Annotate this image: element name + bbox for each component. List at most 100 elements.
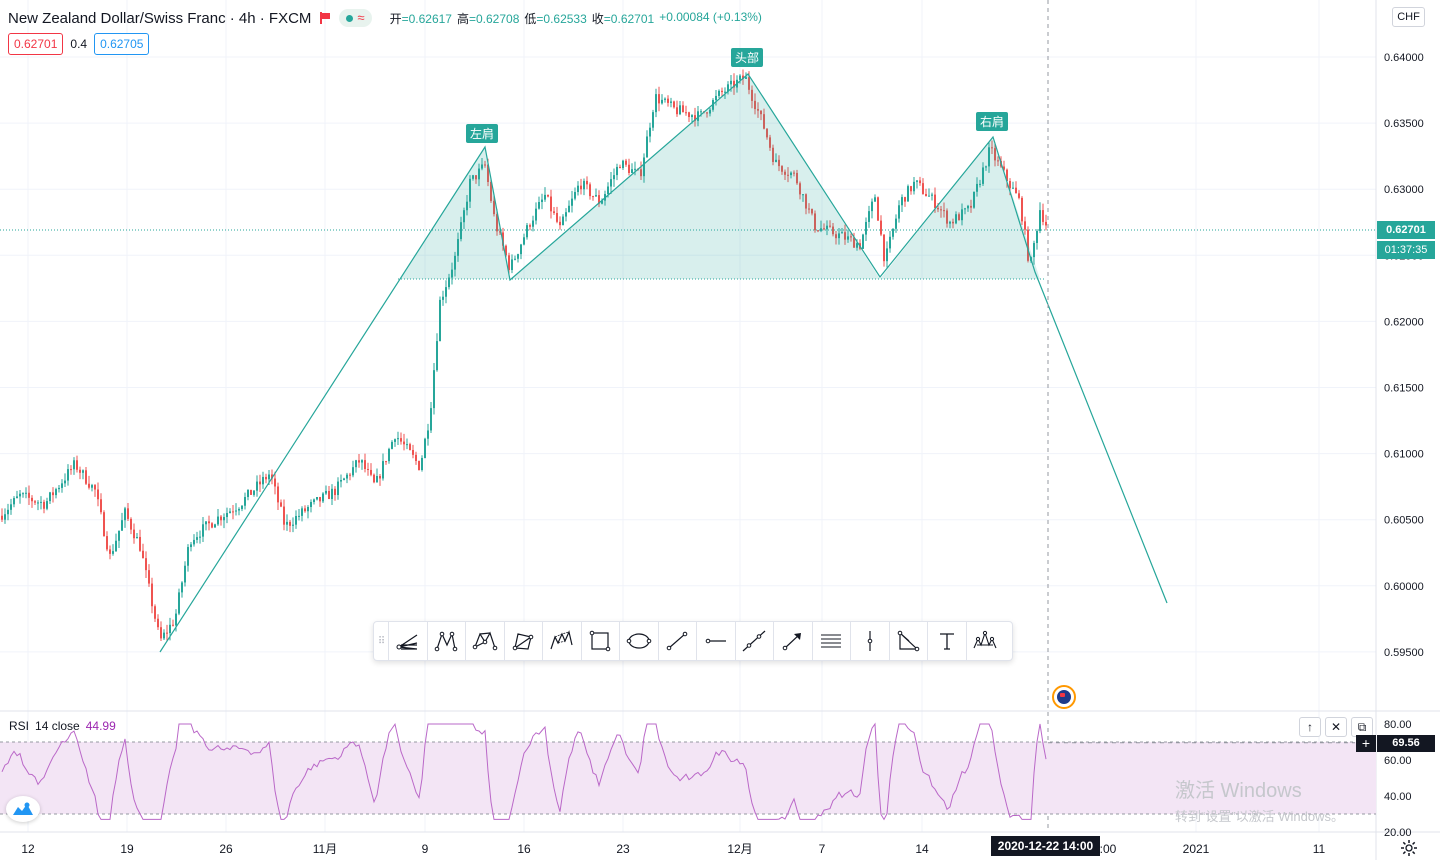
candle-body bbox=[493, 200, 495, 215]
candle-body bbox=[391, 441, 393, 449]
candle-body bbox=[289, 521, 291, 526]
candle-body bbox=[949, 221, 951, 224]
symbol-title[interactable]: New Zealand Dollar/Swiss Franc · 4h · FX… bbox=[8, 9, 312, 27]
candle-body bbox=[883, 234, 885, 262]
candle-body bbox=[307, 507, 309, 512]
close-pane-button[interactable]: ✕ bbox=[1325, 717, 1347, 737]
candle-body bbox=[313, 499, 315, 503]
tool-rectangle[interactable] bbox=[580, 622, 620, 660]
candle-body bbox=[316, 497, 318, 500]
candle-body bbox=[772, 147, 774, 162]
candle-body bbox=[760, 110, 762, 115]
tool-xabcd[interactable] bbox=[426, 622, 466, 660]
bar-countdown-label: 01:37:35 bbox=[1377, 241, 1435, 259]
candle-body bbox=[295, 515, 297, 525]
quote-row: 0.62701 0.4 0.62705 bbox=[8, 33, 150, 55]
candle-body bbox=[325, 491, 327, 494]
buy-button[interactable]: 0.62705 bbox=[94, 33, 150, 55]
candle-body bbox=[505, 245, 507, 256]
candle-body bbox=[115, 540, 117, 552]
candle-body bbox=[571, 198, 573, 206]
candle-body bbox=[202, 524, 204, 537]
candle-body bbox=[871, 201, 873, 212]
candle-body bbox=[679, 105, 681, 115]
tool-ellipse[interactable] bbox=[619, 622, 658, 660]
tool-pitchfork[interactable] bbox=[388, 622, 427, 660]
candle-body bbox=[655, 94, 657, 113]
candle-body bbox=[904, 197, 906, 202]
add-plus-icon[interactable]: + bbox=[1356, 735, 1376, 752]
flag-icon[interactable] bbox=[319, 12, 331, 24]
tool-extended-line[interactable] bbox=[734, 622, 774, 660]
candle-body bbox=[616, 166, 618, 176]
candle-body bbox=[130, 518, 132, 530]
tool-triangle[interactable] bbox=[888, 622, 928, 660]
candle-body bbox=[73, 460, 75, 470]
tool-trend-line[interactable] bbox=[657, 622, 697, 660]
candle-body bbox=[355, 460, 357, 468]
text-icon bbox=[939, 633, 954, 650]
candle-body bbox=[175, 613, 177, 626]
candle-body bbox=[502, 232, 504, 246]
candle-body bbox=[418, 460, 420, 470]
candle-body bbox=[799, 183, 801, 195]
tool-arrow[interactable] bbox=[773, 622, 812, 660]
candle-body bbox=[412, 449, 414, 455]
tradingview-logo-icon[interactable] bbox=[6, 796, 40, 822]
candle-body bbox=[538, 202, 540, 209]
candle-body bbox=[940, 209, 942, 211]
candle-body bbox=[43, 501, 45, 509]
candle-body bbox=[88, 483, 90, 488]
candle-body bbox=[676, 107, 678, 115]
move-pane-up-button[interactable]: ↑ bbox=[1299, 717, 1321, 737]
candle-body bbox=[499, 231, 501, 233]
tool-vertical-line[interactable] bbox=[850, 622, 889, 660]
economic-event-icon[interactable] bbox=[1052, 685, 1076, 709]
candle-body bbox=[340, 480, 342, 482]
tool-head-and-shoulders[interactable] bbox=[965, 622, 1005, 660]
tool-three-drives[interactable] bbox=[542, 622, 581, 660]
candle-body bbox=[304, 508, 306, 512]
candle-body bbox=[157, 618, 159, 628]
tool-abcd[interactable] bbox=[503, 622, 543, 660]
candle-body bbox=[394, 439, 396, 442]
candle-body bbox=[526, 225, 528, 238]
candle-body bbox=[91, 485, 93, 488]
tool-cypher[interactable] bbox=[465, 622, 504, 660]
candle-body bbox=[619, 166, 621, 169]
watermark-title: 激活 Windows bbox=[1175, 780, 1302, 802]
maximize-pane-button[interactable]: ⧉ bbox=[1351, 717, 1373, 737]
tool-parallel-channel[interactable] bbox=[811, 622, 851, 660]
candle-body bbox=[310, 502, 312, 508]
candle-body bbox=[337, 481, 339, 496]
tool-horizontal-ray[interactable] bbox=[696, 622, 735, 660]
rsi-tick-label: 60.00 bbox=[1384, 755, 1412, 767]
currency-button[interactable]: CHF bbox=[1392, 7, 1425, 27]
market-open-dot-icon bbox=[346, 14, 354, 22]
candle-body bbox=[535, 208, 537, 221]
candle-body bbox=[52, 492, 54, 496]
candle-body bbox=[16, 496, 18, 499]
candle-body bbox=[598, 195, 600, 204]
candle-body bbox=[946, 210, 948, 224]
market-status[interactable]: ≈ bbox=[339, 9, 372, 27]
candle-body bbox=[142, 550, 144, 559]
candle-body bbox=[886, 248, 888, 262]
candle-body bbox=[223, 517, 225, 521]
sell-button[interactable]: 0.62701 bbox=[8, 33, 64, 55]
drag-handle-icon[interactable]: ⠿ bbox=[377, 635, 385, 647]
candle-body bbox=[199, 536, 201, 538]
candle-body bbox=[436, 341, 438, 371]
candle-body bbox=[847, 236, 849, 240]
time-tick-label: 7 bbox=[819, 842, 826, 856]
gear-icon[interactable] bbox=[1400, 839, 1418, 857]
rsi-legend[interactable]: RSI 14 close 44.99 bbox=[9, 719, 116, 733]
candle-body bbox=[745, 77, 747, 79]
candle-body bbox=[193, 539, 195, 545]
candle-body bbox=[727, 84, 729, 92]
candle-body bbox=[835, 234, 837, 239]
tool-text[interactable] bbox=[927, 622, 966, 660]
candle-body bbox=[169, 624, 171, 634]
change-value: +0.00084 (+0.13%) bbox=[659, 9, 762, 24]
